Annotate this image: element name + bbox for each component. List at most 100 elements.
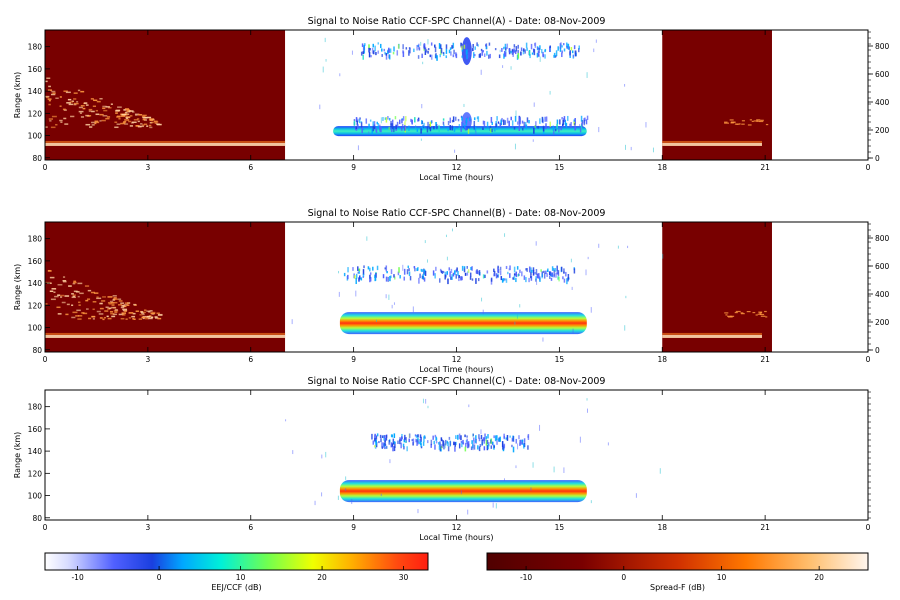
spread-f-streak: [662, 142, 762, 146]
spread-f-echo: [120, 306, 125, 309]
eej-echo: [541, 116, 544, 123]
eej-echo: [403, 446, 405, 450]
spread-f-echo: [106, 116, 111, 118]
spread-f-echo: [764, 310, 767, 313]
spread-f-echo: [82, 312, 88, 315]
eej-echo: [502, 119, 505, 126]
eej-echo: [520, 439, 522, 445]
eej-echo: [384, 117, 387, 120]
eej-echo: [449, 441, 452, 446]
spread-f-echo: [154, 316, 158, 318]
eej-echo: [507, 271, 509, 275]
spread-f-echo: [760, 313, 765, 316]
eej-echo: [460, 127, 462, 132]
eej-echo: [410, 118, 412, 122]
noise-echo: [420, 138, 422, 141]
x-tick-label: 12: [452, 355, 462, 364]
spread-f-echo: [751, 120, 754, 123]
noise-echo: [508, 268, 510, 271]
spread-f-echo: [77, 295, 80, 298]
spread-f-echo: [47, 89, 53, 91]
spread-f-echo: [120, 122, 125, 125]
eej-echo: [530, 267, 532, 273]
spread-f-echo: [85, 114, 90, 117]
spread-f-echo: [72, 311, 78, 314]
noise-echo: [549, 90, 551, 95]
eej-echo: [518, 125, 521, 132]
noise-echo: [502, 65, 504, 68]
y-tick-label: 180: [28, 403, 43, 412]
eej-echo: [478, 434, 480, 439]
noise-echo: [625, 295, 627, 299]
eej-echo: [384, 267, 386, 270]
noise-echo: [533, 102, 535, 107]
x-tick-label: 9: [351, 355, 356, 364]
spread-f-echo: [122, 308, 128, 311]
noise-echo: [446, 256, 448, 261]
spread-f-echo: [85, 123, 91, 126]
eej-echo: [486, 50, 488, 56]
spread-f-echo: [142, 313, 145, 316]
spread-f-echo: [133, 303, 137, 306]
eej-echo: [447, 127, 449, 132]
eej-echo: [418, 277, 420, 284]
eej-echo: [566, 45, 568, 49]
eej-echo: [482, 274, 485, 279]
noise-echo: [475, 131, 477, 135]
x-tick-label: 0: [43, 355, 48, 364]
eej-echo: [533, 127, 535, 134]
eej-echo: [359, 275, 361, 280]
spread-f-echo: [102, 318, 105, 321]
spread-f-echo: [73, 92, 78, 94]
eej-echo: [524, 124, 526, 128]
spread-f-echo: [59, 105, 62, 107]
spread-f-echo: [59, 119, 63, 122]
eej-echo: [489, 128, 492, 133]
spread-f-echo: [49, 276, 55, 279]
spread-f-echo: [142, 114, 147, 117]
spread-f-echo: [64, 123, 69, 125]
right-tick-label: 800: [875, 234, 890, 243]
spread-f-echo: [110, 302, 115, 304]
eej-echo: [555, 54, 557, 58]
eej-echo: [383, 48, 386, 52]
eej-echo: [415, 438, 417, 443]
noise-echo: [586, 408, 588, 413]
eej-echo: [364, 43, 366, 46]
eej-echo: [406, 446, 408, 452]
eej-echo: [377, 42, 380, 45]
eej-echo: [496, 116, 498, 121]
eej-echo: [518, 122, 521, 127]
eej-echo: [484, 433, 486, 437]
eej-echo: [514, 50, 517, 55]
eej-echo: [542, 127, 545, 132]
eej-echo: [504, 52, 507, 57]
eej-echo: [406, 269, 409, 275]
spread-f-streak: [662, 334, 762, 338]
spread-f-echo: [736, 123, 740, 125]
spread-f-echo: [730, 122, 734, 124]
eej-echo: [476, 116, 479, 120]
spread-f-echo: [71, 304, 74, 307]
eej-echo: [452, 272, 455, 277]
eej-echo: [509, 265, 511, 271]
eej-echo: [467, 442, 469, 449]
eej-echo: [400, 442, 402, 449]
eej-echo: [567, 43, 570, 50]
spread-f-echo: [105, 106, 110, 108]
eej-echo: [522, 127, 524, 131]
eej-echo: [474, 126, 477, 132]
spread-f-echo: [727, 316, 733, 318]
noise-echo: [571, 286, 573, 290]
eej-echo: [525, 268, 527, 271]
noise-echo: [472, 433, 474, 438]
eej-echo: [574, 123, 576, 126]
eej-echo: [538, 273, 540, 279]
spread-f-echo: [88, 110, 91, 112]
eej-echo: [578, 48, 580, 53]
spread-f-echo: [53, 291, 56, 293]
eej-echo: [515, 46, 518, 52]
eej-echo: [461, 45, 463, 50]
y-tick-label: 120: [28, 301, 43, 310]
eej-echo: [408, 47, 411, 50]
